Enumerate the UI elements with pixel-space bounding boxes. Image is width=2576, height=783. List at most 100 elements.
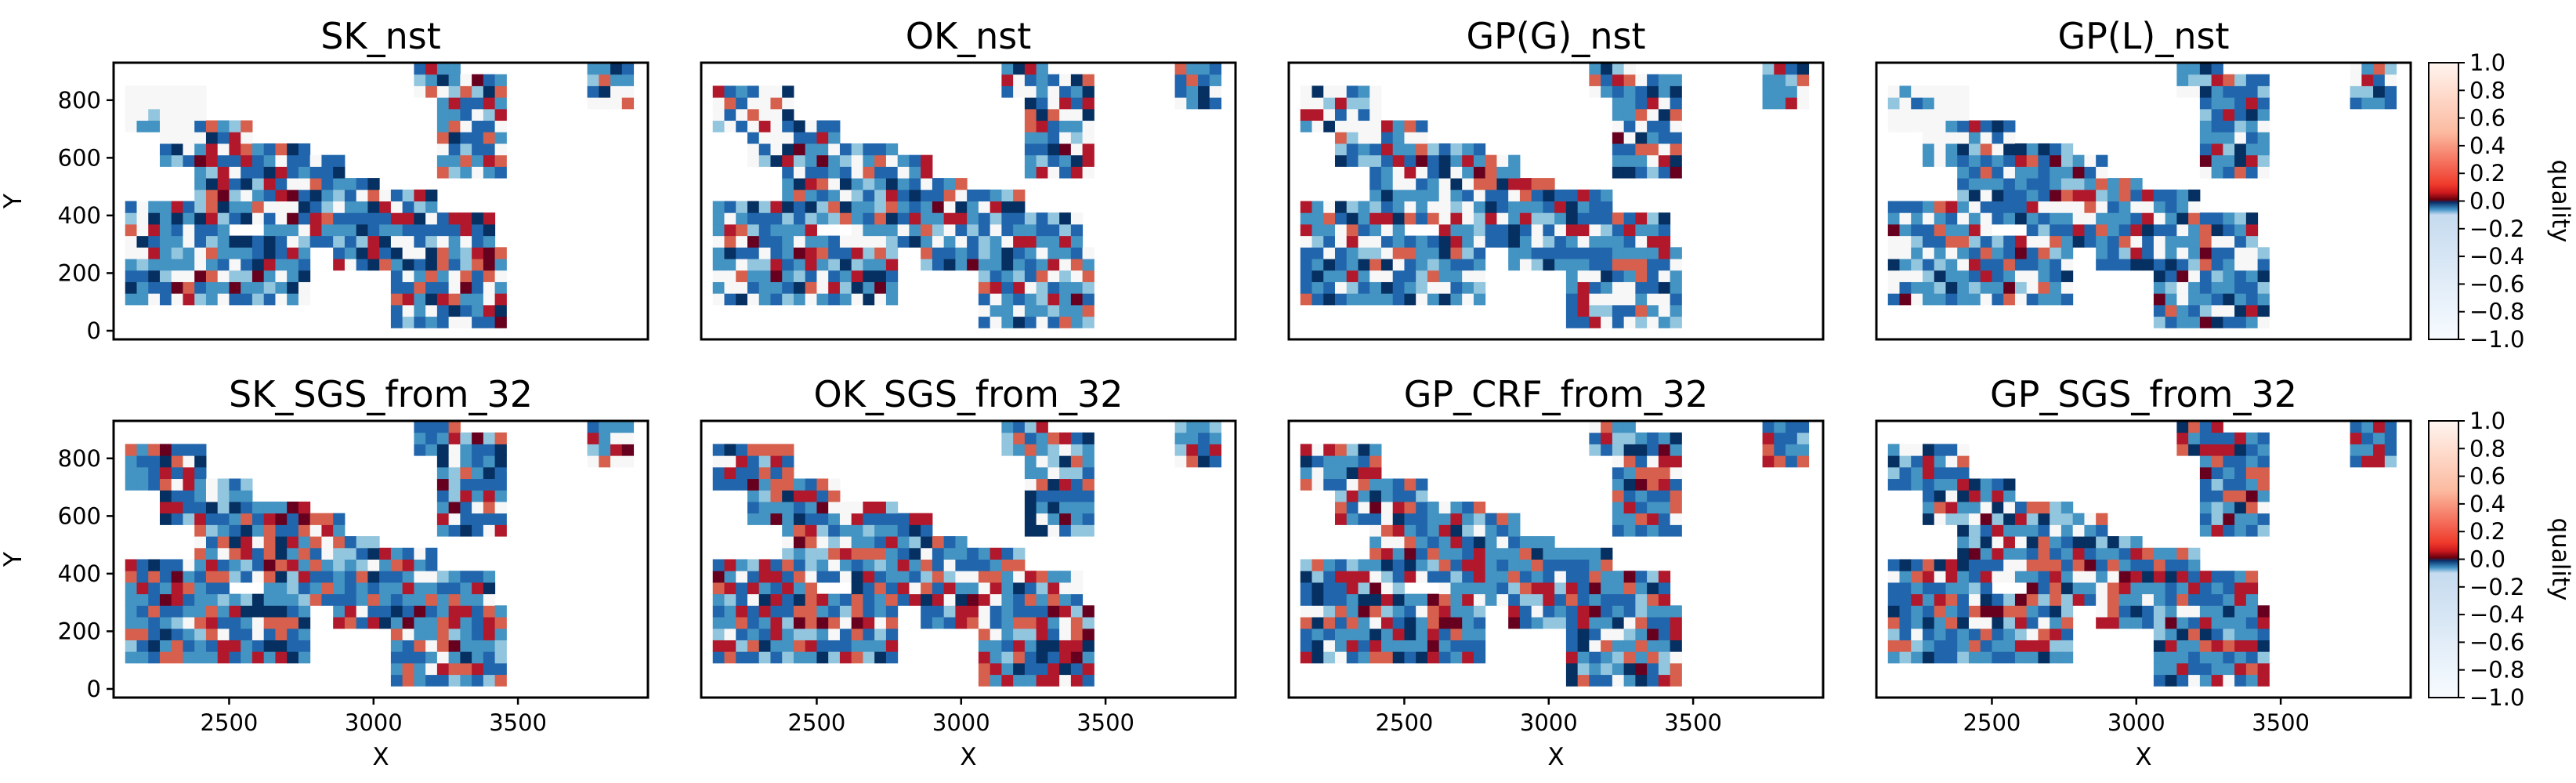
heatmap-cell — [1001, 189, 1014, 201]
heatmap-cell — [1887, 201, 1900, 213]
heatmap-cell — [1047, 605, 1060, 618]
heatmap-cell — [1380, 201, 1394, 213]
heatmap-cell — [1300, 651, 1312, 664]
heatmap-cell — [1024, 270, 1037, 282]
heatmap-cell — [1070, 235, 1084, 248]
heatmap-cell — [1346, 281, 1359, 294]
heatmap-cell — [816, 293, 829, 306]
heatmap-cell — [2223, 571, 2235, 583]
heatmap-cell — [1485, 154, 1497, 167]
heatmap-cell — [712, 605, 725, 618]
heatmap-cell — [1174, 421, 1187, 433]
heatmap-cell — [1380, 547, 1394, 560]
heatmap-cell — [1380, 281, 1394, 294]
heatmap-cell — [2014, 270, 2028, 282]
heatmap-cell — [159, 582, 172, 595]
heatmap-cell — [1013, 662, 1026, 676]
heatmap-cell — [885, 270, 899, 282]
heatmap-cell — [183, 201, 195, 213]
heatmap-cell — [1968, 524, 1981, 537]
heatmap-cell — [805, 490, 817, 502]
heatmap-cell — [758, 559, 771, 571]
heatmap-cell — [1392, 235, 1405, 248]
heatmap-cell — [1647, 85, 1659, 98]
heatmap-cell — [298, 605, 311, 618]
heatmap-cell — [1047, 74, 1060, 86]
heatmap-cell — [967, 571, 979, 583]
heatmap-cell — [414, 628, 426, 640]
heatmap-cell — [1323, 466, 1336, 480]
heatmap-cell — [1945, 455, 1958, 468]
heatmap-cell — [2257, 455, 2270, 468]
colorbar-2: 1.00.80.60.40.20.0−0.2−0.4−0.6−0.8−1.0qu… — [2428, 408, 2574, 711]
heatmap-cell — [1380, 293, 1394, 306]
heatmap-cell — [2003, 281, 2016, 294]
heatmap-cell — [356, 223, 368, 237]
heatmap-cell — [1036, 593, 1048, 606]
heatmap-cell — [1623, 247, 1636, 259]
heatmap-cell — [1404, 628, 1416, 640]
heatmap-cell — [263, 259, 276, 271]
heatmap-cell — [885, 605, 899, 618]
heatmap-cell — [2026, 559, 2039, 571]
heatmap-cell — [1635, 582, 1648, 595]
heatmap-cell — [1070, 662, 1084, 676]
heatmap-cell — [851, 547, 863, 560]
heatmap-cell — [1334, 628, 1348, 640]
heatmap-cell — [229, 120, 241, 132]
heatmap-cell — [782, 270, 794, 282]
heatmap-cell — [2153, 617, 2166, 629]
heatmap-cell — [251, 605, 265, 618]
heatmap-cell — [402, 235, 414, 248]
heatmap-cell — [2257, 74, 2270, 86]
heatmap-cell — [1334, 640, 1348, 652]
heatmap-cell — [460, 478, 472, 491]
heatmap-cell — [1496, 547, 1509, 560]
heatmap-cell — [1485, 547, 1497, 560]
heatmap-cell — [148, 281, 161, 294]
heatmap-cell — [1380, 582, 1394, 595]
heatmap-cell — [298, 293, 311, 306]
heatmap-cell — [1392, 571, 1405, 583]
heatmap-cell — [1013, 212, 1026, 225]
heatmap-cell — [1174, 85, 1187, 98]
heatmap-cell — [1647, 108, 1659, 121]
heatmap-cell — [943, 617, 956, 629]
heatmap-cell — [1485, 223, 1497, 237]
heatmap-cell — [2096, 223, 2108, 237]
heatmap-cell — [367, 223, 380, 237]
heatmap-cell — [1300, 640, 1312, 652]
heatmap-cell — [921, 201, 933, 213]
heatmap-cell — [390, 201, 403, 213]
heatmap-cell — [2211, 640, 2223, 652]
heatmap-cell — [2153, 559, 2166, 571]
heatmap-cell — [828, 281, 841, 294]
heatmap-cell — [1070, 85, 1084, 98]
heatmap-cell — [1934, 293, 1946, 306]
heatmap-cell — [2234, 571, 2247, 583]
heatmap-cell — [1980, 605, 1992, 618]
heatmap-cell — [1404, 201, 1416, 213]
heatmap-cell — [1589, 582, 1601, 595]
y-axis-label: Y — [0, 552, 27, 567]
heatmap-cell — [1312, 201, 1324, 213]
heatmap-cell — [828, 189, 841, 201]
heatmap-cell — [1082, 455, 1094, 468]
heatmap-cell — [758, 120, 771, 132]
heatmap-cell — [1450, 223, 1463, 237]
heatmap-cell — [1462, 293, 1474, 306]
heatmap-cell — [2234, 108, 2247, 121]
heatmap-cell — [1036, 455, 1048, 468]
heatmap-cell — [1300, 85, 1312, 98]
heatmap-cell — [1427, 166, 1440, 179]
heatmap-cell — [229, 524, 241, 537]
heatmap-cell — [1450, 154, 1463, 167]
heatmap-cell — [1887, 466, 1900, 480]
heatmap-cell — [1346, 270, 1359, 282]
colorbar-tick-label: −0.2 — [2469, 574, 2524, 600]
heatmap-cell — [1036, 466, 1048, 480]
heatmap-cell — [1358, 270, 1370, 282]
heatmap-cell — [874, 559, 887, 571]
heatmap-cell — [1001, 223, 1014, 237]
heatmap-cell — [1531, 201, 1543, 213]
